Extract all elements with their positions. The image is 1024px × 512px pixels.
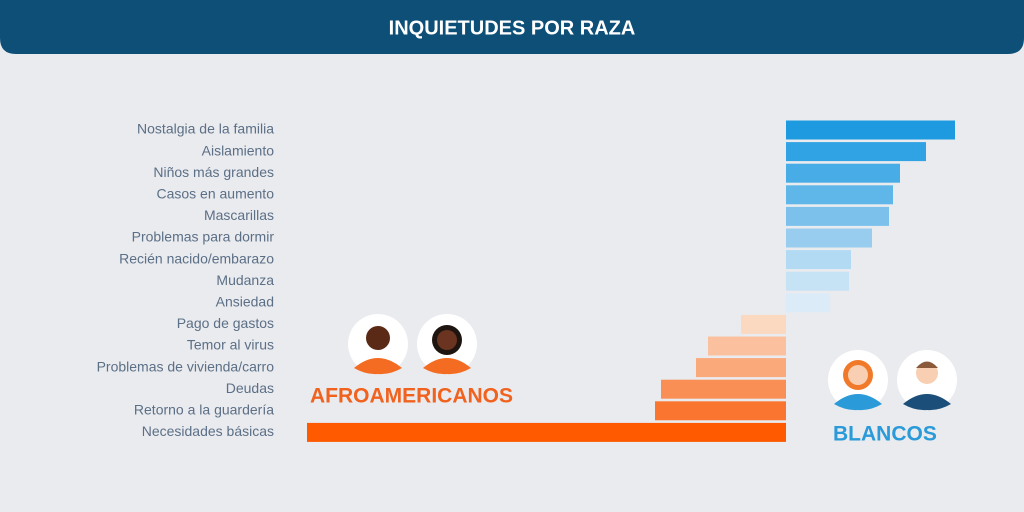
chart-title: INQUIETUDES POR RAZA xyxy=(389,17,636,39)
category-label: Mascarillas xyxy=(204,207,274,223)
bar xyxy=(786,120,955,140)
category-label: Problemas de vivienda/carro xyxy=(97,358,275,374)
category-label: Temor al virus xyxy=(187,337,274,353)
bar xyxy=(786,185,893,205)
category-label: Casos en aumento xyxy=(156,186,274,202)
bar xyxy=(786,163,900,183)
category-label: Aislamiento xyxy=(202,142,275,158)
category-label: Deudas xyxy=(226,380,274,396)
bar xyxy=(696,358,786,378)
bar xyxy=(661,379,786,399)
bar xyxy=(786,250,851,270)
bar xyxy=(786,228,872,248)
bar xyxy=(708,336,786,356)
category-label: Mudanza xyxy=(216,272,274,288)
legend-label: AFROAMERICANOS xyxy=(310,385,513,408)
category-label: Recién nacido/embarazo xyxy=(119,250,274,266)
category-label: Ansiedad xyxy=(216,294,274,310)
bar xyxy=(786,293,830,313)
header-band xyxy=(0,0,1024,54)
category-label: Retorno a la guardería xyxy=(134,402,274,418)
category-label: Niños más grandes xyxy=(153,164,274,180)
category-label: Necesidades básicas xyxy=(142,423,274,439)
bar xyxy=(786,271,849,291)
category-label: Pago de gastos xyxy=(177,315,274,331)
bar xyxy=(741,314,786,334)
category-label: Nostalgia de la familia xyxy=(137,121,274,137)
bar xyxy=(655,401,786,421)
category-label: Problemas para dormir xyxy=(132,229,275,245)
bar xyxy=(786,206,889,226)
bar xyxy=(307,422,786,442)
legend-label: BLANCOS xyxy=(833,423,937,446)
bar xyxy=(786,142,926,162)
avatars xyxy=(348,314,957,411)
